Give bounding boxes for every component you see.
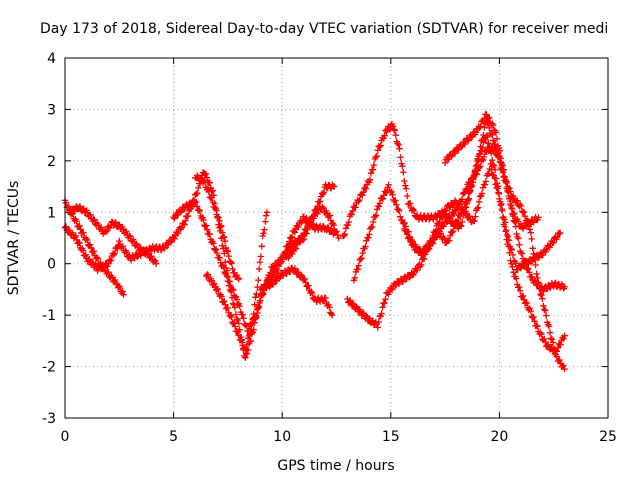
series-track-13 — [400, 160, 564, 274]
y-tick-label: -2 — [42, 360, 56, 376]
y-axis-label: SDTVAR / TECUs — [6, 181, 22, 296]
x-tick-label: 25 — [599, 429, 617, 445]
y-tick-label: -1 — [42, 308, 56, 324]
series-track-12 — [441, 111, 542, 232]
x-tick-label: 0 — [61, 429, 70, 445]
y-tick-label: 3 — [47, 102, 56, 118]
series-markers — [400, 160, 564, 274]
series-track-10 — [344, 132, 568, 355]
series-track-8 — [283, 203, 342, 262]
y-tick-label: 2 — [47, 154, 56, 170]
series-markers — [257, 264, 336, 319]
chart-title: Day 173 of 2018, Sidereal Day-to-day VTE… — [40, 21, 608, 37]
series-markers — [192, 172, 242, 283]
series-track-5 — [192, 172, 242, 283]
series-markers — [441, 111, 542, 232]
y-tick-label: 4 — [47, 51, 56, 67]
x-tick-label: 10 — [273, 429, 291, 445]
x-axis-label: GPS time / hours — [277, 458, 394, 474]
x-tick-label: 5 — [169, 429, 178, 445]
x-tick-label: 15 — [382, 429, 400, 445]
series-track-6 — [203, 209, 271, 353]
plot-frame — [64, 57, 609, 419]
series-markers — [203, 209, 271, 353]
series-markers — [66, 203, 160, 267]
plot-area — [61, 111, 568, 373]
y-tick-label: 0 — [47, 257, 56, 273]
series-markers — [344, 132, 568, 355]
series-markers — [283, 203, 342, 262]
series-track-7 — [257, 264, 336, 319]
x-tick-label: 20 — [490, 429, 508, 445]
y-tick-label: -3 — [42, 411, 56, 427]
series-track-3 — [66, 203, 160, 267]
y-tick-label: 1 — [47, 205, 56, 221]
